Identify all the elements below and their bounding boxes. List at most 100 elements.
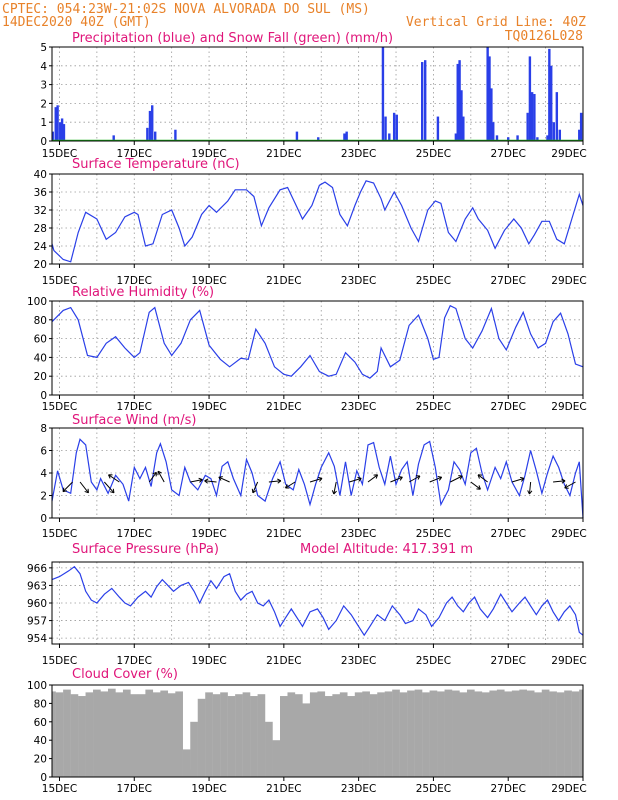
precip-bar xyxy=(486,47,489,141)
precip-bar xyxy=(59,122,62,141)
humidity-frame xyxy=(51,300,584,396)
pressure-xtick-label: 29DEC xyxy=(551,655,586,667)
cloud-bar xyxy=(100,691,109,777)
cloud-bar xyxy=(78,696,86,777)
wind-ytick-label: 4 xyxy=(40,468,47,480)
precip-bar xyxy=(507,137,510,141)
cloud-bar xyxy=(511,690,520,777)
cloud-bar xyxy=(362,691,370,777)
humidity-xtick-label: 17DEC xyxy=(117,401,152,413)
precip-bar xyxy=(548,48,551,141)
temperature-xtick-label: 15DEC xyxy=(42,275,77,287)
wind-arrow xyxy=(157,470,165,483)
cloud-bar xyxy=(152,692,161,777)
wind-arrow xyxy=(251,481,259,494)
humidity-ytick-label: 60 xyxy=(34,334,47,346)
precip-bar xyxy=(454,133,458,141)
cloud-bar xyxy=(399,692,408,777)
precip-bar xyxy=(552,122,556,141)
cloud-xtick-label: 29DEC xyxy=(551,783,586,795)
cloud-bar xyxy=(167,693,176,777)
cloud-bar xyxy=(265,721,273,777)
cloud-frame xyxy=(51,684,584,778)
cloud-bar xyxy=(556,692,565,777)
humidity-xtick-label: 27DEC xyxy=(491,401,526,413)
cloud-bar xyxy=(272,740,281,777)
humidity-ytick-label: 40 xyxy=(34,352,47,364)
temperature-panel: 20 24 28 32 36 40 15DEC 17DEC 19DEC 21DEC 23DEC 25D… xyxy=(34,157,587,287)
wind-panel: 0 2 4 6 8 15DEC 17DEC 19DEC 21DEC 23DEC 25DEC 27DEC… xyxy=(40,413,586,540)
pressure-frame xyxy=(51,561,584,645)
precip-bar xyxy=(530,92,534,141)
precip-xtick-label: 27DEC xyxy=(491,148,526,160)
wind-frame xyxy=(51,427,584,519)
cloud-bar xyxy=(182,749,191,777)
cloud-bar xyxy=(534,692,542,777)
cloud-bar xyxy=(190,721,198,777)
precip-panel: 0 1 2 3 4 5 15DEC 17DEC 19DEC 21DEC 23DEC 25DEC 27DE… xyxy=(40,31,586,160)
precip-xtick-label: 21DEC xyxy=(266,148,301,160)
cloud-bar xyxy=(145,689,154,777)
precip-bar xyxy=(490,88,493,141)
cloud-bar xyxy=(504,691,513,777)
cloud-ytick-label: 20 xyxy=(34,754,47,766)
wind-arrow xyxy=(190,477,203,483)
cloud-bar xyxy=(354,692,363,777)
humidity-xtick-label: 25DEC xyxy=(416,401,451,413)
precip-bar xyxy=(388,133,391,141)
cloud-bar xyxy=(407,690,415,777)
temperature-ytick-label: 20 xyxy=(34,259,47,271)
wind-xtick-label: 19DEC xyxy=(191,528,226,540)
temperature-xtick-label: 29DEC xyxy=(551,275,586,287)
humidity-xtick-label: 23DEC xyxy=(341,401,376,413)
cloud-bar xyxy=(85,692,94,777)
precip-bar xyxy=(558,129,562,141)
wind-ytick-label: 0 xyxy=(40,513,47,525)
cloud-xtick-label: 27DEC xyxy=(491,783,526,795)
wind-title: Surface Wind (m/s) xyxy=(72,413,196,428)
wind-arrow xyxy=(470,481,481,490)
temperature-frame xyxy=(51,173,584,265)
cloud-bar xyxy=(571,691,580,777)
pressure-xtick-label: 25DEC xyxy=(416,655,451,667)
precip-ytick-label: 3 xyxy=(40,80,47,92)
cloud-ytick-label: 40 xyxy=(34,735,47,747)
cloud-bar xyxy=(294,694,303,777)
cloud-bar xyxy=(302,703,311,777)
cloud-bar xyxy=(287,692,296,777)
cloud-bar xyxy=(422,692,430,777)
precip-bar xyxy=(112,135,115,141)
temperature-ytick-label: 40 xyxy=(34,169,47,181)
temperature-xtick-label: 25DEC xyxy=(416,275,451,287)
wind-xtick-label: 25DEC xyxy=(416,528,451,540)
cloud-bar xyxy=(93,689,101,777)
cloud-bar xyxy=(549,691,557,777)
station-header: CPTEC: 054:23W-21:02S NOVA ALVORADA DO S… xyxy=(2,2,370,17)
wind-ytick-label: 6 xyxy=(40,446,47,458)
cloud-bar xyxy=(369,694,378,777)
cloud-bar xyxy=(197,698,206,777)
cloud-xtick-label: 19DEC xyxy=(191,783,226,795)
precip-bar xyxy=(436,116,440,141)
wind-arrow xyxy=(331,481,337,495)
precip-xtick-label: 29DEC xyxy=(551,148,586,160)
humidity-panel: 0 20 40 60 80 100 15DEC 17DEC 19DEC 21DEC 23DEC 25D… xyxy=(27,285,587,413)
cloud-bar xyxy=(205,692,213,777)
cloud-bar xyxy=(63,689,71,777)
wind-xtick-label: 23DEC xyxy=(341,528,376,540)
precip-bar xyxy=(462,116,465,141)
wind-arrow xyxy=(390,475,403,483)
precip-bar xyxy=(458,60,461,141)
cloud-bar xyxy=(347,696,355,777)
cloud-bar xyxy=(579,689,583,777)
cloud-bar xyxy=(452,690,460,777)
cloud-bar xyxy=(541,689,550,777)
precip-bar xyxy=(295,131,299,141)
precip-bar xyxy=(174,129,177,141)
precip-bar xyxy=(555,92,559,141)
cloud-bar xyxy=(212,694,221,777)
cloud-bar xyxy=(220,692,228,777)
humidity-xtick-label: 29DEC xyxy=(551,401,586,413)
temperature-xtick-label: 19DEC xyxy=(191,275,226,287)
cloud-bar xyxy=(317,691,326,777)
